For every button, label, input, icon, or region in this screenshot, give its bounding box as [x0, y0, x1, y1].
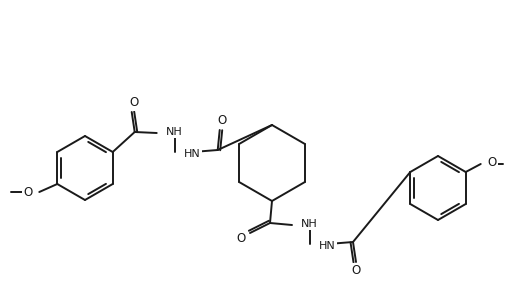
- Text: O: O: [23, 187, 32, 200]
- Text: O: O: [352, 265, 361, 277]
- Text: O: O: [129, 96, 138, 110]
- Text: NH: NH: [166, 127, 182, 137]
- Text: O: O: [217, 115, 226, 127]
- Text: O: O: [488, 156, 497, 169]
- Text: O: O: [236, 231, 246, 244]
- Text: HN: HN: [184, 149, 201, 159]
- Text: HN: HN: [319, 241, 336, 251]
- Text: NH: NH: [301, 219, 318, 229]
